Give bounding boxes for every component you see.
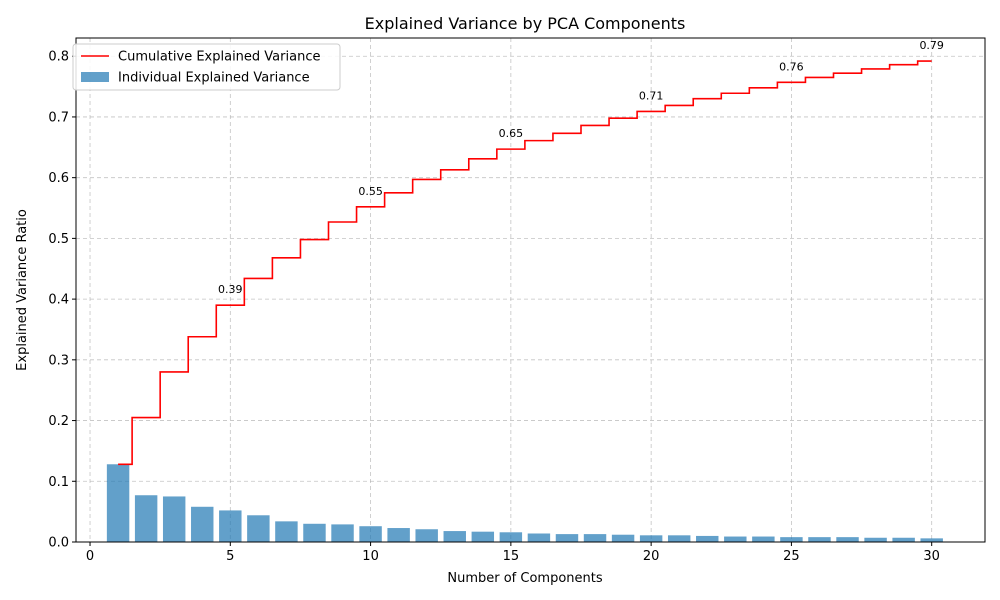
plot-frame xyxy=(75,37,986,543)
bar xyxy=(864,537,887,542)
bar xyxy=(275,521,298,542)
cumulative-variance-line xyxy=(118,60,932,466)
bar xyxy=(920,538,943,542)
bar xyxy=(611,534,635,542)
x-tick-label: 30 xyxy=(923,549,940,564)
cumulative-line-layer xyxy=(118,60,932,466)
bar xyxy=(387,528,410,542)
bar xyxy=(808,537,831,542)
bar xyxy=(471,531,495,542)
bar xyxy=(724,536,747,542)
legend-bar-swatch xyxy=(81,72,109,82)
bar xyxy=(134,495,158,542)
bar xyxy=(780,537,803,542)
annotations-layer: 0.39 0.55 0.65 0.71 0.76 0.79 xyxy=(218,39,944,296)
ticks-layer: 0 5 10 15 20 25 30 0.0 0.1 0.2 0.3 0.4 0.5 0.6 0.7 0.8 xyxy=(48,50,940,564)
x-tick-label: 25 xyxy=(783,549,800,564)
bar xyxy=(696,535,719,542)
bar xyxy=(415,529,438,542)
bar xyxy=(106,464,130,542)
y-tick-label: 0.5 xyxy=(48,232,69,247)
bar xyxy=(191,506,214,542)
bar xyxy=(443,531,466,542)
y-tick-label: 0.4 xyxy=(48,293,69,308)
cumulative-value-annotation: 0.71 xyxy=(639,89,664,102)
chart-title: Explained Variance by PCA Components xyxy=(365,14,686,33)
bar xyxy=(219,510,242,542)
x-tick-label: 0 xyxy=(86,549,94,564)
legend-box xyxy=(72,43,341,91)
cumulative-value-annotation: 0.79 xyxy=(919,39,944,52)
y-tick-label: 0.1 xyxy=(48,475,69,490)
y-tick-label: 0.2 xyxy=(48,414,69,429)
bar xyxy=(583,534,607,542)
y-tick-label: 0.0 xyxy=(48,536,69,551)
y-tick-label: 0.7 xyxy=(48,110,69,125)
legend-label-individual: Individual Explained Variance xyxy=(118,71,310,86)
bar xyxy=(247,515,270,542)
y-tick-label: 0.8 xyxy=(48,50,69,65)
bar xyxy=(555,534,579,542)
y-axis-label: Explained Variance Ratio xyxy=(15,209,30,371)
x-tick-label: 20 xyxy=(643,549,660,564)
x-tick-label: 15 xyxy=(503,549,520,564)
bar xyxy=(527,533,551,542)
bar xyxy=(331,524,354,542)
y-tick-label: 0.3 xyxy=(48,353,69,368)
bar xyxy=(639,535,663,542)
bar xyxy=(162,496,186,542)
x-tick-label: 10 xyxy=(362,549,379,564)
x-tick-label: 5 xyxy=(226,549,234,564)
cumulative-value-annotation: 0.65 xyxy=(499,127,524,140)
bar xyxy=(752,536,775,542)
legend-label-cumulative: Cumulative Explained Variance xyxy=(118,50,320,65)
bars-layer xyxy=(106,464,943,542)
y-tick-label: 0.6 xyxy=(48,171,69,186)
bar xyxy=(303,523,326,542)
legend: Cumulative Explained Variance Individual… xyxy=(72,43,341,91)
bar xyxy=(667,535,691,542)
cumulative-value-annotation: 0.39 xyxy=(218,283,243,296)
grid-layer xyxy=(76,38,985,543)
cumulative-value-annotation: 0.76 xyxy=(779,60,804,73)
bar xyxy=(892,537,915,542)
x-axis-label: Number of Components xyxy=(447,571,602,586)
cumulative-value-annotation: 0.55 xyxy=(358,185,383,198)
bar xyxy=(359,526,382,542)
bar xyxy=(499,532,523,542)
bar xyxy=(836,537,859,542)
